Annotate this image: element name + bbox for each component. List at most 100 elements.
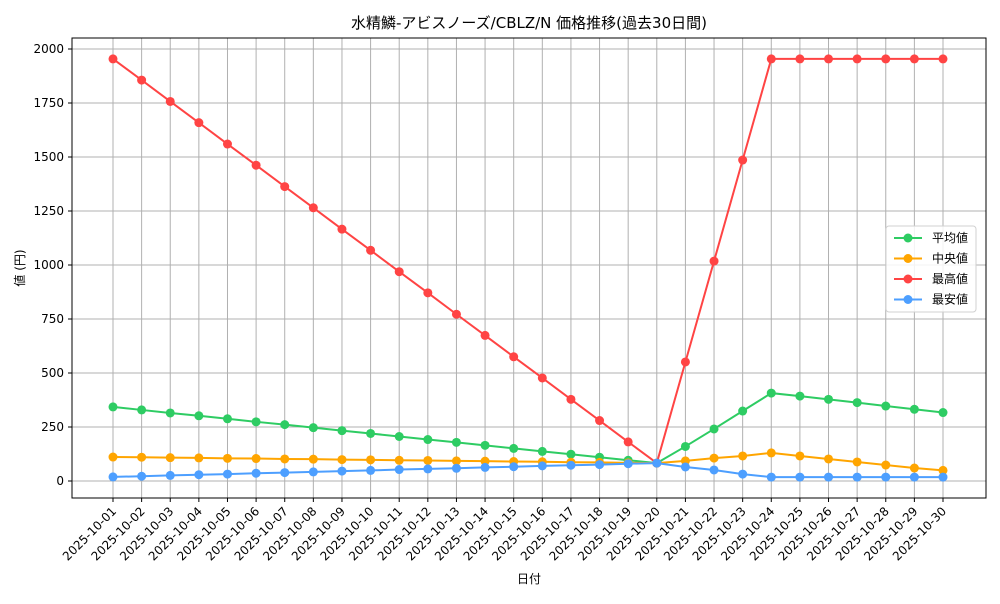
data-point — [137, 452, 147, 462]
legend-marker — [903, 274, 913, 284]
data-point — [680, 357, 690, 367]
data-point — [366, 455, 376, 465]
series-path — [112, 392, 944, 465]
data-point — [423, 435, 433, 445]
data-point — [738, 155, 748, 165]
data-point — [394, 432, 404, 442]
data-point — [251, 454, 261, 464]
data-point — [738, 406, 748, 416]
series-line — [108, 54, 948, 468]
data-point — [366, 465, 376, 475]
series-line — [108, 388, 948, 468]
legend-item: 中央値 — [894, 251, 968, 266]
legend-label: 中央値 — [932, 251, 968, 266]
y-axis-label: 値 (円) — [12, 249, 27, 286]
data-point — [824, 454, 834, 464]
data-point — [909, 54, 919, 64]
data-point — [509, 443, 519, 453]
data-point — [566, 449, 576, 459]
y-tick-label: 1750 — [33, 96, 64, 110]
legend-marker — [903, 233, 913, 243]
data-point — [709, 256, 719, 266]
legend-box — [885, 225, 977, 313]
data-point — [623, 437, 633, 447]
data-point — [108, 54, 118, 64]
data-point — [337, 455, 347, 465]
series-path — [112, 451, 944, 472]
data-point — [852, 54, 862, 64]
y-tick-label: 1250 — [33, 204, 64, 218]
data-point — [537, 373, 547, 383]
y-tick-label: 750 — [41, 312, 64, 326]
data-point — [423, 288, 433, 298]
data-point — [795, 391, 805, 401]
data-point — [394, 455, 404, 465]
legend-label: 平均値 — [932, 230, 968, 245]
legend-item: 最高値 — [894, 271, 968, 286]
series-line — [108, 448, 948, 475]
data-point — [766, 448, 776, 458]
data-point — [938, 54, 948, 64]
data-point — [108, 402, 118, 412]
data-point — [766, 388, 776, 398]
data-point — [280, 454, 290, 464]
data-point — [881, 472, 891, 482]
legend-marker — [903, 254, 913, 263]
data-point — [480, 330, 490, 340]
x-axis-label: 日付 — [517, 572, 541, 586]
data-point — [738, 451, 748, 461]
data-point — [451, 456, 461, 466]
data-point — [137, 471, 147, 481]
legend-item: 最安値 — [894, 292, 968, 307]
data-point — [881, 54, 891, 64]
data-point — [824, 394, 834, 404]
data-point — [595, 460, 605, 470]
data-point — [738, 469, 748, 479]
data-point — [795, 451, 805, 461]
data-point — [308, 467, 318, 477]
data-point — [394, 465, 404, 475]
data-point — [480, 440, 490, 450]
data-point — [108, 452, 118, 462]
data-point — [709, 424, 719, 434]
data-point — [308, 203, 318, 213]
data-point — [909, 404, 919, 414]
data-point — [566, 394, 576, 404]
data-point — [308, 454, 318, 464]
data-point — [480, 462, 490, 472]
plot-frame — [71, 37, 987, 499]
data-point — [337, 426, 347, 436]
data-point — [824, 54, 834, 64]
data-point — [137, 405, 147, 415]
data-point — [251, 417, 261, 427]
data-point — [251, 160, 261, 170]
data-point — [108, 472, 118, 482]
legend-label: 最高値 — [932, 271, 968, 286]
legend-item: 平均値 — [894, 230, 968, 245]
data-point — [909, 463, 919, 473]
data-point — [165, 470, 175, 480]
series-layer — [108, 54, 948, 482]
data-point — [480, 456, 490, 466]
data-point — [938, 408, 948, 418]
data-point — [280, 182, 290, 192]
data-point — [194, 118, 204, 128]
data-point — [222, 469, 232, 479]
data-point — [423, 464, 433, 474]
data-point — [337, 466, 347, 476]
data-point — [595, 416, 605, 426]
data-point — [852, 472, 862, 482]
data-point — [366, 428, 376, 438]
data-point — [623, 459, 633, 469]
data-point — [165, 453, 175, 463]
data-point — [509, 352, 519, 362]
data-point — [537, 461, 547, 471]
data-point — [881, 401, 891, 411]
legend-marker — [903, 295, 913, 304]
data-point — [795, 54, 805, 64]
data-point — [337, 224, 347, 234]
data-point — [137, 75, 147, 85]
